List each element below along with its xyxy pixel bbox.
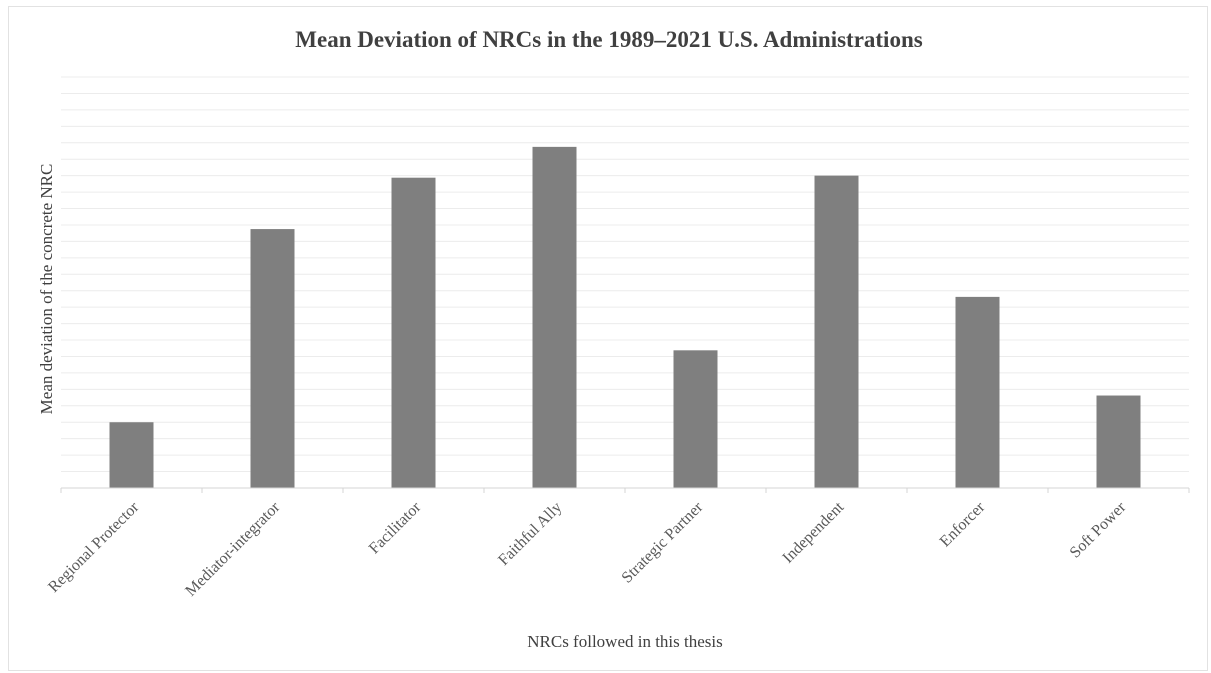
bar-faithful-ally [532, 146, 577, 488]
x-tick-label: Regional Protector [45, 498, 143, 596]
x-axis-ticks [60, 488, 1190, 493]
x-tick-label: Mediator-integrator [182, 498, 283, 599]
bar-strategic-partner [673, 350, 718, 488]
bar-mediator-integrator [250, 229, 295, 488]
x-axis-title: NRCs followed in this thesis [527, 632, 723, 651]
x-tick-label: Faithful Ally [495, 499, 565, 569]
chart-container: Regional Protector Mediator-integrator Fac… [8, 6, 1208, 671]
bar-soft-power [1096, 395, 1141, 488]
bar-facilitator [391, 177, 436, 488]
bar-chart: Regional Protector Mediator-integrator Fac… [37, 27, 1190, 651]
x-tick-label: Independent [779, 498, 847, 566]
x-tick-label: Soft Power [1067, 498, 1130, 561]
bar-enforcer [955, 296, 1000, 488]
chart-title: Mean Deviation of NRCs in the 1989–2021 … [295, 27, 922, 52]
gridlines [61, 76, 1189, 473]
y-axis-title: Mean deviation of the concrete NRC [37, 164, 56, 415]
bar-regional-protector [109, 422, 154, 488]
bar-independent [814, 175, 859, 488]
x-tick-label: Enforcer [937, 498, 989, 550]
x-axis-tick-labels: Regional Protector Mediator-integrator Fac… [45, 498, 1130, 599]
bars [109, 146, 1141, 488]
x-tick-label: Facilitator [366, 498, 425, 557]
x-tick-label: Strategic Partner [619, 498, 707, 586]
